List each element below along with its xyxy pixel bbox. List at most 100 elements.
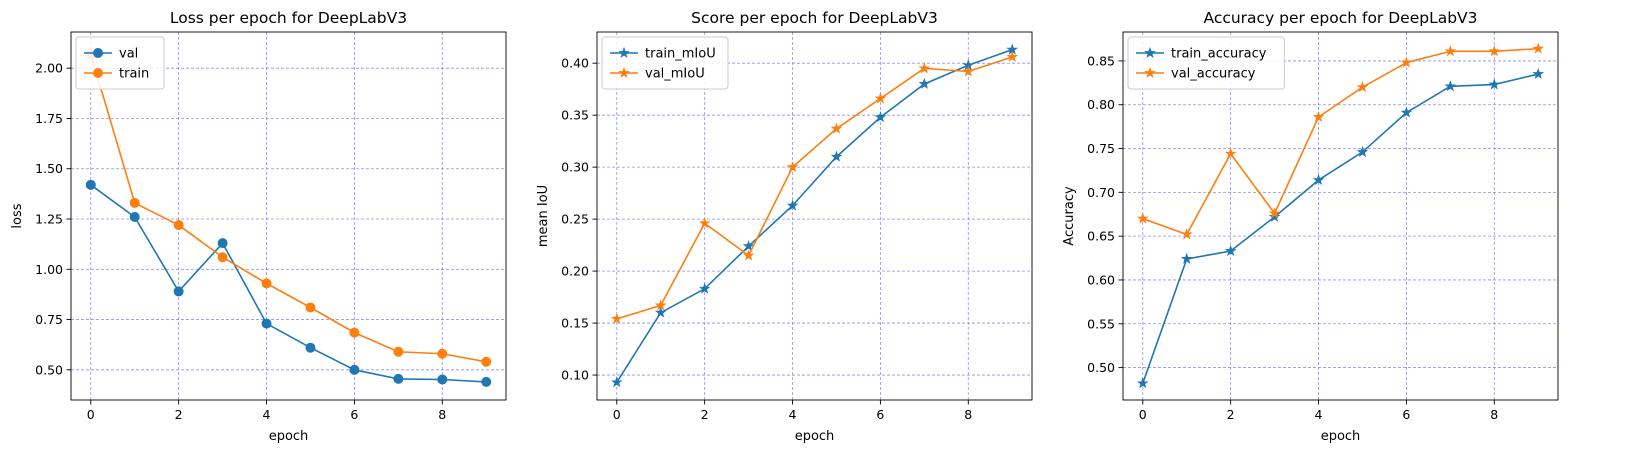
data-point: [1356, 145, 1369, 157]
data-point: [874, 111, 887, 123]
data-point: [437, 348, 448, 359]
x-tick-label: 0: [1139, 407, 1147, 422]
data-point: [1532, 42, 1545, 54]
series-val: [85, 179, 492, 387]
y-tick-label: 0.30: [561, 160, 589, 175]
chart-title: Loss per epoch for DeepLabV3: [170, 9, 407, 27]
data-point: [129, 197, 140, 208]
data-point: [654, 299, 667, 311]
y-tick-label: 0.40: [561, 56, 589, 71]
legend-label: val: [119, 47, 138, 62]
data-point: [1180, 252, 1193, 264]
loss-chart: 0 2 4 6 8 0.50 0.75 1.00 1.25 1.50 1.75 2.00 Loss pe…: [10, 9, 507, 444]
data-point: [1488, 45, 1501, 57]
score-chart: 0 2 4 6 8 0.10 0.15 0.20 0.25 0.30 0.35 0.40 Score p…: [536, 9, 1033, 444]
data-point: [742, 240, 755, 252]
y-tick-label: 0.75: [35, 312, 63, 327]
y-tick-label: 0.55: [1087, 316, 1115, 331]
x-tick-label: 6: [350, 407, 358, 422]
legend-label: train_mIoU: [645, 47, 716, 62]
legend-marker: [618, 66, 630, 78]
series-train: [85, 49, 492, 367]
data-point: [1356, 81, 1369, 93]
legend-item-val_accuracy: val_accuracy: [1136, 67, 1256, 82]
legend-item-train_mIoU: train_mIoU: [610, 47, 716, 62]
legend-marker: [93, 48, 103, 58]
chart-title: Score per epoch for DeepLabV3: [691, 9, 938, 27]
legend-label: val_accuracy: [1171, 67, 1256, 82]
y-tick-label: 1.25: [35, 212, 63, 227]
legend: train_mIoU val_mIoU: [601, 36, 729, 90]
data-point: [349, 364, 360, 375]
y-tick-label: 1.75: [35, 111, 63, 126]
data-point: [217, 238, 228, 249]
axes-frame: [596, 31, 1033, 401]
data-point: [349, 327, 360, 338]
y-tick-label: 0.15: [561, 316, 589, 331]
data-point: [610, 376, 623, 388]
x-tick-label: 6: [1402, 407, 1410, 422]
x-tick-label: 4: [263, 407, 271, 422]
data-point: [437, 374, 448, 385]
legend: train_accuracy val_accuracy: [1127, 36, 1285, 90]
x-tick-label: 2: [1227, 407, 1235, 422]
data-point: [1136, 377, 1149, 389]
data-point: [393, 346, 404, 357]
series-train_mIoU: [610, 43, 1019, 388]
data-point: [1444, 45, 1457, 57]
data-point: [261, 278, 272, 289]
y-axis-label: Accuracy: [1062, 186, 1077, 246]
data-point: [786, 199, 799, 211]
chart-title: Accuracy per epoch for DeepLabV3: [1203, 9, 1477, 27]
axes-frame: [70, 31, 507, 401]
data-point: [786, 161, 799, 173]
legend-label: train_accuracy: [1171, 47, 1267, 62]
data-point: [1224, 244, 1237, 256]
y-tick-label: 1.50: [35, 161, 63, 176]
data-point: [830, 150, 843, 162]
x-tick-label: 0: [613, 407, 621, 422]
y-tick-label: 0.10: [561, 368, 589, 383]
legend-item-train_accuracy: train_accuracy: [1136, 47, 1267, 62]
data-point: [918, 77, 931, 89]
y-tick-label: 0.35: [561, 108, 589, 123]
data-point: [1532, 67, 1545, 79]
y-axis-label: mean IoU: [536, 185, 551, 247]
data-point: [305, 342, 316, 353]
data-point: [1180, 228, 1193, 240]
series-line: [90, 53, 487, 363]
data-point: [1136, 212, 1149, 224]
data-point: [1268, 207, 1281, 219]
x-axis-label: epoch: [1321, 429, 1361, 444]
legend-box: [1127, 36, 1285, 90]
legend: val train: [75, 36, 165, 90]
series-train_accuracy: [1136, 67, 1545, 389]
series-line: [90, 184, 487, 383]
y-tick-label: 0.60: [1087, 272, 1115, 287]
legend-marker: [618, 46, 630, 58]
x-tick-label: 4: [1315, 407, 1323, 422]
series-val_mIoU: [610, 50, 1019, 324]
x-axis-label: epoch: [795, 429, 835, 444]
legend-box: [601, 36, 729, 90]
data-point: [698, 282, 711, 294]
data-point: [129, 212, 140, 223]
series-line: [616, 56, 1013, 320]
data-point: [1268, 210, 1281, 222]
data-point: [1400, 106, 1413, 118]
y-tick-label: 0.50: [1087, 360, 1115, 375]
x-tick-label: 6: [876, 407, 884, 422]
data-point: [1224, 147, 1237, 159]
data-point: [481, 356, 492, 367]
legend-marker: [1144, 66, 1156, 78]
data-point: [1488, 78, 1501, 90]
series-line: [616, 48, 1013, 383]
x-tick-label: 8: [438, 407, 446, 422]
series-val_accuracy: [1136, 42, 1545, 240]
legend-item-val: val: [84, 47, 138, 62]
data-point: [742, 249, 755, 261]
legend-label: train: [119, 67, 149, 82]
x-tick-label: 4: [789, 407, 797, 422]
data-point: [610, 312, 623, 324]
